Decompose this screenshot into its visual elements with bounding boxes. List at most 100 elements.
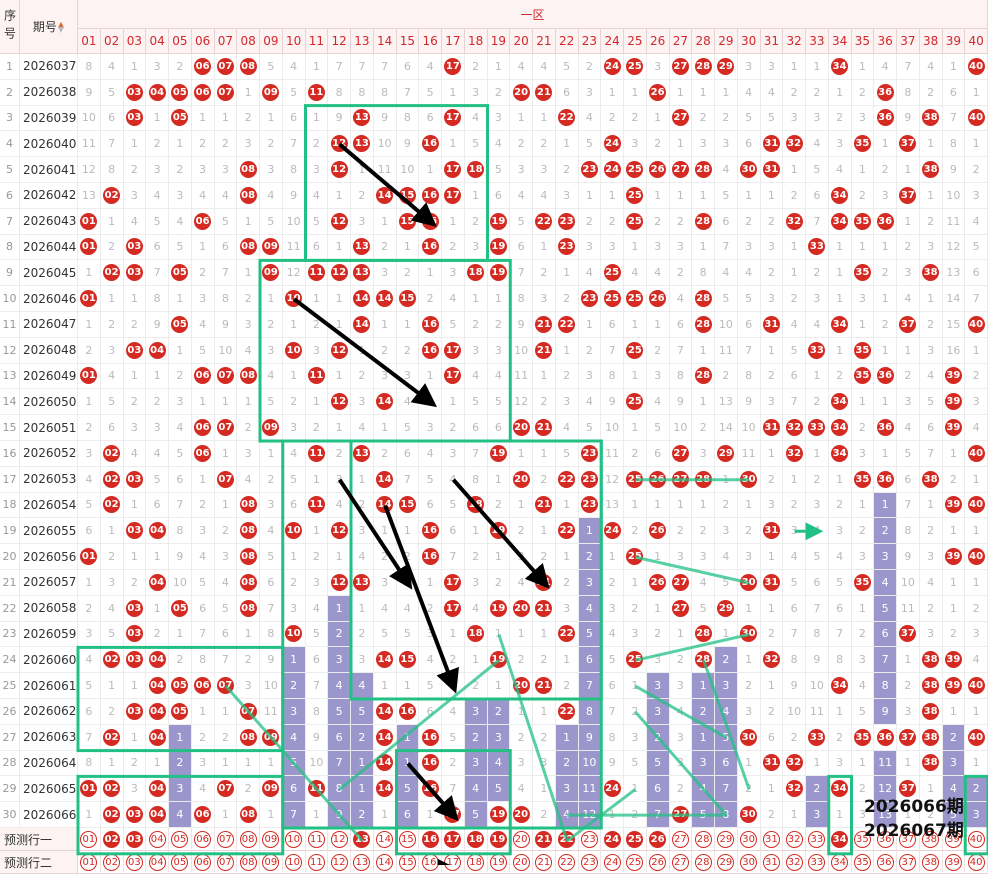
prediction-ball[interactable]: 40 [967, 853, 985, 871]
prediction-ball[interactable]: 01 [80, 853, 98, 871]
prediction-cell[interactable]: 21 [533, 828, 556, 851]
prediction-cell[interactable]: 01 [78, 851, 101, 874]
prediction-ball[interactable]: 17 [444, 853, 462, 871]
prediction-ball[interactable]: 15 [398, 830, 416, 848]
prediction-ball[interactable]: 36 [876, 830, 894, 848]
prediction-cell[interactable]: 31 [760, 851, 784, 874]
prediction-cell[interactable]: 32 [783, 828, 806, 851]
prediction-cell[interactable]: 06 [191, 828, 215, 851]
prediction-ball[interactable]: 34 [831, 830, 849, 848]
prediction-ball[interactable]: 21 [535, 853, 553, 871]
prediction-ball[interactable]: 16 [421, 853, 439, 871]
prediction-cell[interactable]: 15 [396, 851, 420, 874]
prediction-ball[interactable]: 33 [808, 853, 826, 871]
prediction-ball[interactable]: 38 [922, 853, 940, 871]
prediction-cell[interactable]: 09 [260, 828, 283, 851]
prediction-cell[interactable]: 07 [214, 851, 238, 874]
prediction-ball[interactable]: 01 [80, 830, 98, 848]
prediction-ball[interactable]: 12 [330, 853, 348, 871]
prediction-cell[interactable]: 01 [78, 828, 101, 851]
prediction-cell[interactable]: 16 [419, 851, 442, 874]
prediction-ball[interactable]: 27 [671, 830, 689, 848]
prediction-cell[interactable]: 19 [487, 828, 511, 851]
prediction-ball[interactable]: 17 [444, 830, 462, 848]
prediction-ball[interactable]: 32 [785, 830, 803, 848]
prediction-ball[interactable]: 14 [376, 830, 394, 848]
prediction-ball[interactable]: 21 [535, 830, 553, 848]
prediction-ball[interactable]: 31 [762, 853, 780, 871]
prediction-cell[interactable]: 04 [146, 828, 169, 851]
prediction-cell[interactable]: 03 [123, 851, 147, 874]
prediction-cell[interactable]: 21 [533, 851, 556, 874]
prediction-ball[interactable]: 22 [558, 830, 576, 848]
prediction-cell[interactable]: 09 [260, 851, 283, 874]
prediction-cell[interactable]: 16 [419, 828, 442, 851]
prediction-ball[interactable]: 10 [285, 830, 303, 848]
prediction-cell[interactable]: 31 [760, 828, 784, 851]
prediction-ball[interactable]: 34 [831, 853, 849, 871]
prediction-cell[interactable]: 22 [555, 851, 579, 874]
prediction-cell[interactable]: 20 [510, 828, 533, 851]
prediction-ball[interactable]: 03 [125, 853, 143, 871]
prediction-ball[interactable]: 38 [922, 830, 940, 848]
prediction-cell[interactable]: 11 [305, 851, 329, 874]
prediction-ball[interactable]: 05 [171, 853, 189, 871]
prediction-cell[interactable]: 30 [737, 851, 761, 874]
prediction-cell[interactable]: 34 [828, 851, 852, 874]
prediction-ball[interactable]: 16 [421, 830, 439, 848]
prediction-ball[interactable]: 26 [649, 830, 667, 848]
prediction-ball[interactable]: 30 [740, 830, 758, 848]
prediction-ball[interactable]: 09 [262, 853, 280, 871]
prediction-ball[interactable]: 19 [489, 853, 507, 871]
prediction-ball[interactable]: 26 [649, 853, 667, 871]
prediction-cell[interactable]: 40 [965, 828, 988, 851]
prediction-ball[interactable]: 12 [330, 830, 348, 848]
prediction-cell[interactable]: 03 [123, 828, 147, 851]
prediction-ball[interactable]: 28 [694, 853, 712, 871]
prediction-ball[interactable]: 27 [671, 853, 689, 871]
prediction-cell[interactable]: 35 [851, 828, 875, 851]
prediction-ball[interactable]: 36 [876, 853, 894, 871]
prediction-ball[interactable]: 20 [512, 853, 530, 871]
prediction-cell[interactable]: 25 [624, 828, 647, 851]
prediction-cell[interactable]: 33 [806, 851, 829, 874]
prediction-ball[interactable]: 35 [853, 830, 871, 848]
prediction-cell[interactable]: 27 [669, 851, 693, 874]
prediction-cell[interactable]: 23 [578, 851, 602, 874]
prediction-ball[interactable]: 35 [853, 853, 871, 871]
prediction-cell[interactable]: 13 [351, 851, 374, 874]
prediction-cell[interactable]: 12 [328, 828, 351, 851]
prediction-cell[interactable]: 34 [828, 828, 852, 851]
prediction-cell[interactable]: 37 [897, 851, 920, 874]
prediction-ball[interactable]: 40 [967, 830, 985, 848]
prediction-ball[interactable]: 25 [626, 830, 644, 848]
prediction-ball[interactable]: 19 [489, 830, 507, 848]
prediction-cell[interactable]: 32 [783, 851, 806, 874]
prediction-cell[interactable]: 10 [282, 851, 306, 874]
prediction-ball[interactable]: 14 [376, 853, 394, 871]
prediction-ball[interactable]: 24 [603, 830, 621, 848]
prediction-cell[interactable]: 29 [715, 828, 738, 851]
prediction-cell[interactable]: 06 [191, 851, 215, 874]
prediction-cell[interactable]: 40 [965, 851, 988, 874]
prediction-cell[interactable]: 08 [237, 828, 260, 851]
prediction-cell[interactable]: 38 [919, 828, 943, 851]
prediction-ball[interactable]: 06 [194, 830, 212, 848]
prediction-ball[interactable]: 08 [239, 853, 257, 871]
prediction-cell[interactable]: 19 [487, 851, 511, 874]
prediction-cell[interactable]: 24 [601, 828, 624, 851]
prediction-cell[interactable]: 18 [464, 851, 488, 874]
prediction-cell[interactable]: 38 [919, 851, 943, 874]
prediction-ball[interactable]: 08 [239, 830, 257, 848]
prediction-ball[interactable]: 25 [626, 853, 644, 871]
prediction-cell[interactable]: 26 [646, 851, 670, 874]
prediction-cell[interactable]: 12 [328, 851, 351, 874]
prediction-cell[interactable]: 20 [510, 851, 533, 874]
prediction-ball[interactable]: 13 [353, 853, 371, 871]
prediction-cell[interactable]: 29 [715, 851, 738, 874]
prediction-cell[interactable]: 05 [169, 828, 192, 851]
prediction-cell[interactable]: 30 [737, 828, 761, 851]
prediction-ball[interactable]: 31 [762, 830, 780, 848]
prediction-ball[interactable]: 11 [307, 853, 325, 871]
prediction-ball[interactable]: 07 [216, 830, 234, 848]
